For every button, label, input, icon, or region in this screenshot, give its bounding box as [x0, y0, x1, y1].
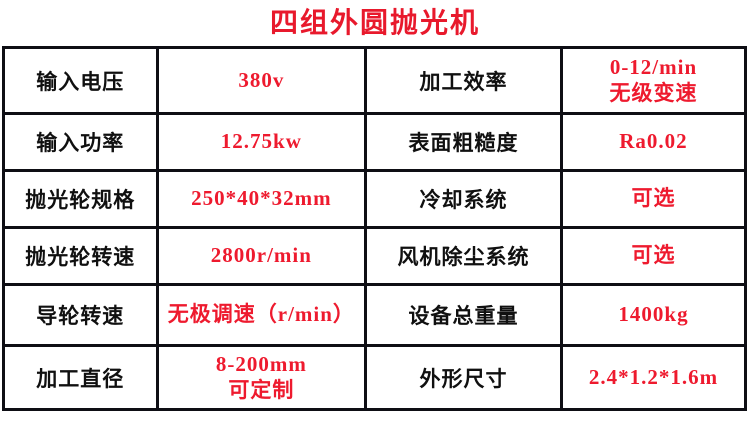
spec-row: 导轮转速 无极调速（r/min） 设备总重量 1400kg [2, 283, 748, 347]
spec-label-cell: 加工直径 [2, 344, 159, 411]
spec-label-cell: 抛光轮转速 [2, 226, 159, 286]
spec-row: 输入功率 12.75kw 表面粗糙度 Ra0.02 [2, 112, 748, 172]
spec-value-cell: 12.75kw [155, 112, 368, 172]
spec-label-cell: 冷却系统 [364, 169, 563, 229]
spec-row: 抛光轮转速 2800r/min 风机除尘系统 可选 [2, 226, 748, 286]
spec-label-cell: 导轮转速 [2, 283, 159, 347]
spec-value-cell: 250*40*32mm [155, 169, 368, 229]
spec-label-cell: 外形尺寸 [364, 344, 563, 411]
spec-value-cell: 8-200mm 可定制 [155, 344, 368, 411]
page-title: 四组外圆抛光机 [269, 8, 480, 39]
spec-value-cell: 0-12/min 无级变速 [559, 46, 748, 115]
spec-value-cell: 2.4*1.2*1.6m [559, 344, 748, 411]
spec-row: 输入电压 380v 加工效率 0-12/min 无级变速 [2, 46, 748, 115]
spec-row: 加工直径 8-200mm 可定制 外形尺寸 2.4*1.2*1.6m [2, 344, 748, 411]
spec-label-cell: 输入功率 [2, 112, 159, 172]
spec-label-cell: 风机除尘系统 [364, 226, 563, 286]
spec-row: 抛光轮规格 250*40*32mm 冷却系统 可选 [2, 169, 748, 229]
spec-value-cell: 2800r/min [155, 226, 368, 286]
spec-value-cell: 380v [155, 46, 368, 115]
spec-value-cell: Ra0.02 [559, 112, 748, 172]
spec-label-cell: 加工效率 [364, 46, 563, 115]
spec-label-cell: 表面粗糙度 [364, 112, 563, 172]
spec-value-cell: 无极调速（r/min） [155, 283, 368, 347]
spec-value-cell: 1400kg [559, 283, 748, 347]
spec-value-cell: 可选 [559, 226, 748, 286]
spec-label-cell: 抛光轮规格 [2, 169, 159, 229]
spec-label-cell: 输入电压 [2, 46, 159, 115]
spec-value-cell: 可选 [559, 169, 748, 229]
spec-label-cell: 设备总重量 [364, 283, 563, 347]
spec-table: 输入电压 380v 加工效率 0-12/min 无级变速 输入功率 12.75k… [2, 46, 748, 411]
